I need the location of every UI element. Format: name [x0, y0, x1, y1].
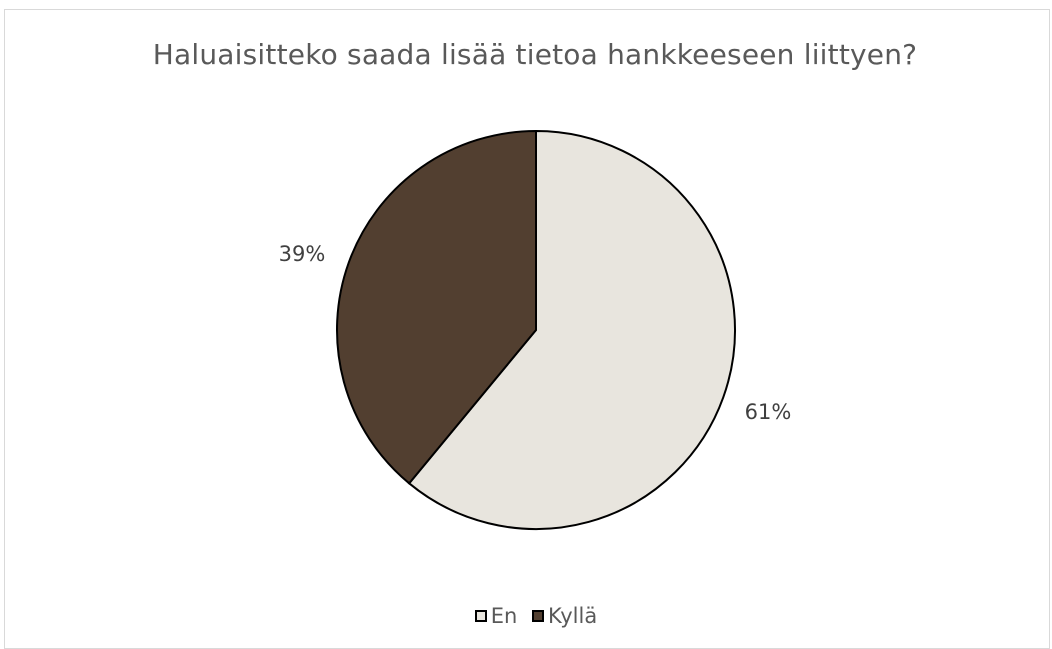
data-label-kyll: 39%: [279, 242, 326, 266]
legend-label-en: En: [490, 604, 518, 628]
legend-item-en: En: [474, 604, 518, 628]
data-label-en: 61%: [745, 400, 792, 424]
legend: En Kyllä: [0, 603, 1052, 628]
data-labels: 61% 39%: [279, 242, 792, 424]
legend-swatch-kylla: [532, 610, 545, 622]
pie-slices: [336, 129, 736, 530]
pie-slice-kyll: [336, 129, 537, 485]
legend-swatch-en: [474, 610, 487, 622]
pie-slice-en: [407, 129, 736, 530]
chart-title: Haluaisitteko saada lisää tietoa hankkee…: [152, 38, 918, 71]
legend-item-kylla: Kyllä: [532, 604, 597, 628]
legend-label-kylla: Kyllä: [548, 604, 598, 628]
